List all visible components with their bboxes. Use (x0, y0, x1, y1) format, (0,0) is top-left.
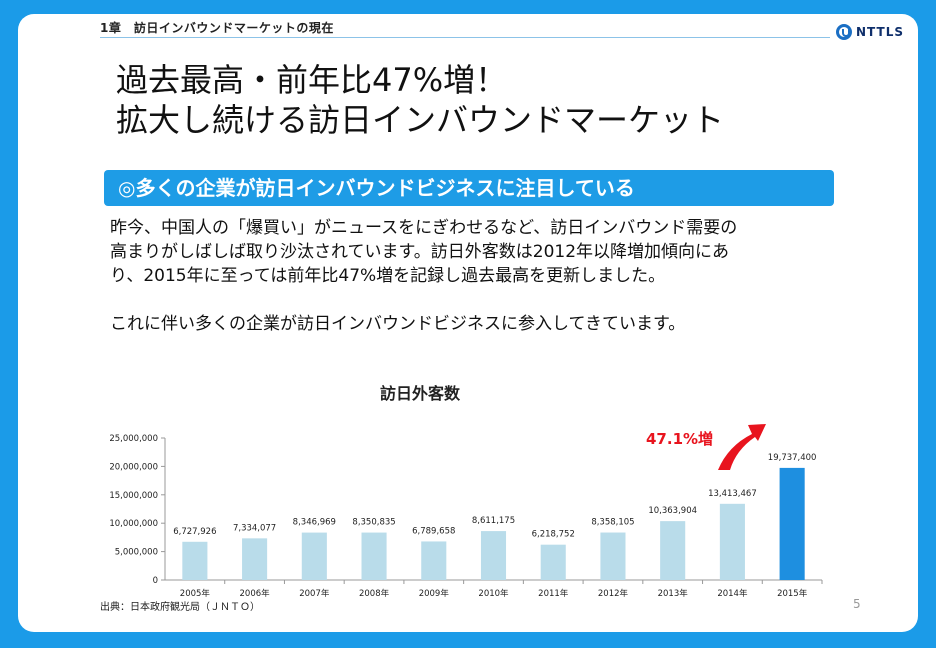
page-number: 5 (853, 597, 861, 611)
company-logo: NTTLS (836, 24, 904, 40)
data-label: 10,363,904 (648, 506, 697, 516)
slide-title: 過去最高・前年比47%増！ 拡大し続ける訪日インバウンドマーケット (116, 60, 724, 140)
body-paragraph-1-line-3: り、2015年に至っては前年比47%増を記録し過去最高を更新しました。 (110, 266, 666, 286)
slide: 1章 訪日インバウンドマーケットの現在 NTTLS 過去最高・前年比47%増！ … (18, 14, 918, 632)
data-label: 7,334,077 (233, 523, 276, 533)
y-tick-label: 10,000,000 (109, 519, 158, 529)
x-tick-label: 2009年 (419, 588, 450, 599)
section-band: ◎多くの企業が訪日インバウンドビジネスに注目している (104, 170, 834, 206)
bar (540, 544, 566, 580)
x-tick-label: 2005年 (180, 588, 211, 599)
body-paragraph-1-line-1: 昨今、中国人の「爆買い」がニュースをにぎわせるなど、訪日インバウンド需要の (110, 218, 738, 238)
body-paragraph-1-line-2: 高まりがしばしば取り沙汰されています。訪日外客数は2012年以降増加傾向にあ (110, 242, 730, 262)
bar (480, 531, 507, 580)
y-tick-label: 0 (153, 576, 158, 586)
x-tick-label: 2010年 (478, 588, 509, 599)
x-tick-label: 2012年 (598, 588, 629, 599)
title-line-2: 拡大し続ける訪日インバウンドマーケット (116, 101, 725, 139)
y-tick-label: 20,000,000 (109, 462, 158, 472)
x-tick-label: 2014年 (717, 588, 748, 599)
source-note: 出典：日本政府観光局（ＪＮＴＯ） (100, 602, 260, 613)
bar (421, 541, 447, 580)
growth-annotation: 47.1%増 (646, 430, 713, 448)
x-tick-label: 2007年 (299, 588, 330, 599)
bar (600, 532, 626, 580)
y-tick-label: 5,000,000 (115, 548, 158, 558)
data-label: 8,346,969 (293, 518, 336, 528)
x-tick-label: 2011年 (538, 588, 569, 599)
body-text: 昨今、中国人の「爆買い」がニュースをにぎわせるなど、訪日インバウンド需要の 高ま… (110, 216, 840, 336)
growth-arrow-icon (718, 424, 766, 470)
x-tick-label: 2008年 (359, 588, 390, 599)
data-label: 19,737,400 (768, 453, 817, 463)
chapter-heading: 1章 訪日インバウンドマーケットの現在 (100, 21, 334, 35)
bar (719, 503, 745, 580)
data-label: 6,789,658 (412, 526, 455, 536)
logo-text: NTTLS (856, 25, 904, 39)
data-label: 8,350,835 (352, 518, 395, 528)
logo-mark-icon (836, 24, 852, 40)
bar (242, 538, 268, 580)
x-tick-label: 2015年 (777, 588, 808, 599)
body-paragraph-1: 昨今、中国人の「爆買い」がニュースをにぎわせるなど、訪日インバウンド需要の 高ま… (110, 216, 840, 288)
data-label: 6,727,926 (173, 527, 216, 537)
title-line-1: 過去最高・前年比47%増！ (116, 61, 508, 99)
data-label: 8,358,105 (591, 518, 634, 528)
data-label: 6,218,752 (532, 530, 575, 540)
x-tick-label: 2006年 (240, 588, 271, 599)
y-tick-label: 25,000,000 (109, 434, 158, 444)
bar (779, 467, 805, 580)
data-label: 13,413,467 (708, 489, 757, 499)
bar (301, 532, 327, 580)
bar (660, 521, 686, 580)
header-rule (100, 37, 830, 38)
bar (361, 532, 387, 580)
data-label: 8,611,175 (472, 516, 515, 526)
bar (182, 541, 208, 580)
x-tick-label: 2013年 (658, 588, 689, 599)
body-paragraph-2: これに伴い多くの企業が訪日インバウンドビジネスに参入してきています。 (110, 314, 686, 334)
y-tick-label: 15,000,000 (109, 491, 158, 501)
chart-title: 訪日外客数 (380, 384, 461, 403)
